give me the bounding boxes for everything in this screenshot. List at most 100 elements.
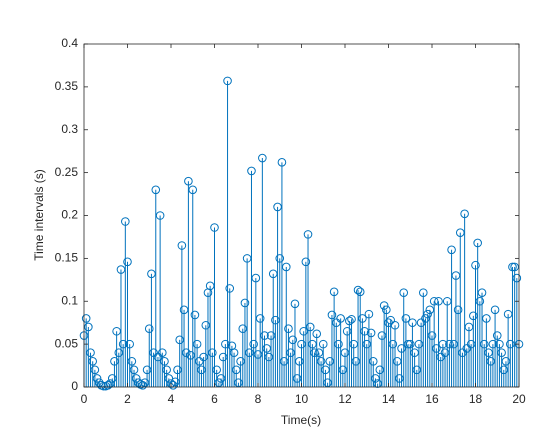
stem-marker xyxy=(129,365,139,375)
stem-marker xyxy=(464,322,474,332)
stem-marker xyxy=(281,262,291,272)
stem-marker xyxy=(338,365,348,375)
stem-marker xyxy=(460,209,469,219)
stem-marker xyxy=(512,273,522,283)
stem-marker xyxy=(412,365,422,375)
stem-marker xyxy=(323,378,332,388)
stem-marker xyxy=(238,324,248,333)
stem-marker xyxy=(90,365,100,375)
stem-marker xyxy=(297,339,306,349)
stem-marker xyxy=(84,322,93,332)
stem-marker xyxy=(175,335,184,345)
stem-marker xyxy=(229,348,239,358)
stem-marker xyxy=(151,185,161,195)
stem-marker xyxy=(131,374,141,383)
y-tick-label: 0 xyxy=(71,379,78,393)
stem-marker xyxy=(262,344,272,353)
stem-marker xyxy=(503,309,513,319)
stem-marker xyxy=(290,299,300,309)
stem-marker xyxy=(382,305,391,315)
stem-marker xyxy=(325,356,335,366)
stem-marker xyxy=(501,356,511,366)
stem-marker xyxy=(449,339,459,349)
stem-marker xyxy=(292,374,302,383)
stem-marker xyxy=(284,324,293,333)
stem-marker xyxy=(138,380,148,390)
stem-marker xyxy=(334,339,343,349)
stem-marker xyxy=(471,260,480,270)
y-tick-label: 0.35 xyxy=(55,79,79,93)
x-tick-label: 18 xyxy=(469,392,483,406)
stem-marker xyxy=(445,339,454,349)
stem-marker xyxy=(288,335,298,345)
stem-marker xyxy=(279,356,289,366)
stem-marker xyxy=(366,328,376,338)
stem-marker xyxy=(114,348,124,358)
stem-marker xyxy=(355,287,365,297)
stem-marker xyxy=(247,166,256,176)
stem-marker xyxy=(438,339,448,349)
stem-marker xyxy=(251,273,261,283)
stem-marker xyxy=(340,348,350,358)
stem-marker xyxy=(214,378,224,388)
stem-marker xyxy=(184,176,193,186)
stem-marker xyxy=(110,356,119,366)
stem-marker xyxy=(351,356,361,366)
x-tick-label: 10 xyxy=(295,392,309,406)
stem-marker xyxy=(477,288,487,297)
stem-marker xyxy=(495,339,504,349)
stem-marker xyxy=(160,356,169,366)
stem-marker xyxy=(475,296,485,306)
x-axis-label: Time(s) xyxy=(281,413,321,427)
stem-marker xyxy=(149,348,158,358)
stem-marker xyxy=(442,296,452,306)
stem-marker xyxy=(245,348,254,358)
stem-marker xyxy=(408,318,417,327)
stem-marker xyxy=(395,374,404,383)
stem-marker xyxy=(386,315,395,325)
stem-marker xyxy=(197,365,206,375)
stem-marker xyxy=(421,314,430,323)
stem-marker xyxy=(342,326,352,336)
y-axis-label: Time intervals (s) xyxy=(32,169,46,261)
stem-marker xyxy=(134,378,143,388)
stem-marker xyxy=(321,365,330,375)
stem-marker xyxy=(305,322,315,332)
stem-marker xyxy=(162,365,171,375)
stem-marker xyxy=(358,314,367,323)
stem-marker xyxy=(177,241,187,250)
y-tick-label: 0.2 xyxy=(61,208,78,222)
stem-marker xyxy=(123,257,132,267)
x-tick-label: 20 xyxy=(512,392,526,406)
stem-marker xyxy=(188,185,198,195)
stem-marker xyxy=(458,348,467,358)
stem-marker xyxy=(473,238,482,248)
stem-marker xyxy=(486,356,496,366)
stem-marker xyxy=(440,348,450,358)
stem-marker xyxy=(158,348,167,358)
stem-marker xyxy=(155,211,165,220)
stem-marker xyxy=(371,374,380,383)
stem-marker xyxy=(253,350,263,359)
stem-marker xyxy=(482,314,491,323)
stem-marker xyxy=(301,257,311,267)
stem-marker xyxy=(377,331,387,340)
x-tick-label: 8 xyxy=(255,392,262,406)
y-tick-label: 0.3 xyxy=(61,122,78,136)
stem-marker xyxy=(201,320,211,330)
stem-marker xyxy=(499,365,509,375)
stem-marker xyxy=(147,269,156,279)
stem-marker xyxy=(81,314,91,323)
stem-marker xyxy=(314,348,324,358)
stem-marker xyxy=(216,374,226,383)
stem-marker xyxy=(273,202,282,212)
stem-marker xyxy=(308,339,317,349)
stem-marker xyxy=(275,254,285,263)
stem-marker xyxy=(88,356,97,366)
y-tick-label: 0.1 xyxy=(61,293,78,307)
y-tick-label: 0.25 xyxy=(55,165,79,179)
stem-marker xyxy=(249,339,258,349)
stem-marker xyxy=(416,318,426,327)
stem-marker xyxy=(349,339,359,349)
